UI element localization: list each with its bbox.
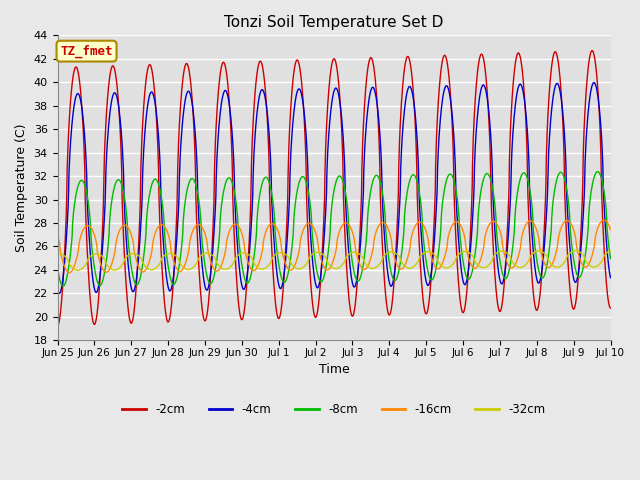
Legend: -2cm, -4cm, -8cm, -16cm, -32cm: -2cm, -4cm, -8cm, -16cm, -32cm <box>118 398 550 420</box>
-2cm <box>607 305 614 311</box>
-4cm <box>493 249 500 254</box>
-32cm <box>420 250 428 256</box>
-32cm <box>177 262 185 267</box>
-4cm <box>54 287 61 292</box>
-8cm <box>164 259 172 264</box>
-16cm <box>54 232 61 238</box>
-16cm <box>177 268 185 274</box>
-2cm <box>541 214 548 220</box>
-4cm <box>56 290 63 296</box>
-8cm <box>593 168 601 174</box>
-16cm <box>66 270 74 276</box>
-16cm <box>164 229 172 235</box>
-4cm <box>420 265 428 271</box>
-32cm <box>607 248 614 253</box>
-2cm <box>420 302 428 308</box>
-2cm <box>177 103 184 109</box>
-2cm <box>163 317 171 323</box>
-32cm <box>54 252 61 257</box>
-4cm <box>164 281 172 287</box>
-16cm <box>600 217 608 223</box>
Y-axis label: Soil Temperature (C): Soil Temperature (C) <box>15 123 28 252</box>
-32cm <box>493 251 500 256</box>
-32cm <box>239 250 246 256</box>
-4cm <box>177 141 185 147</box>
Title: Tonzi Soil Temperature Set D: Tonzi Soil Temperature Set D <box>225 15 444 30</box>
-4cm <box>607 275 614 280</box>
-8cm <box>239 267 246 273</box>
-4cm <box>541 232 549 238</box>
-2cm <box>588 48 596 53</box>
-16cm <box>239 233 246 239</box>
-16cm <box>420 224 428 229</box>
-8cm <box>607 256 614 262</box>
-16cm <box>493 220 500 226</box>
-2cm <box>54 323 61 328</box>
-32cm <box>74 267 82 273</box>
-8cm <box>541 270 549 276</box>
-8cm <box>54 265 61 271</box>
-32cm <box>164 251 172 257</box>
Line: -2cm: -2cm <box>58 50 611 325</box>
-2cm <box>492 286 500 292</box>
-8cm <box>493 226 500 232</box>
-16cm <box>541 262 549 267</box>
Line: -32cm: -32cm <box>58 251 611 270</box>
-4cm <box>590 80 598 85</box>
-2cm <box>239 316 246 322</box>
Line: -8cm: -8cm <box>58 171 611 286</box>
-16cm <box>607 227 614 232</box>
-32cm <box>572 248 579 253</box>
Line: -16cm: -16cm <box>58 220 611 273</box>
-8cm <box>420 243 428 249</box>
Line: -4cm: -4cm <box>58 83 611 293</box>
-8cm <box>177 251 185 256</box>
X-axis label: Time: Time <box>319 363 349 376</box>
-32cm <box>541 251 549 257</box>
-8cm <box>59 283 67 289</box>
Text: TZ_fmet: TZ_fmet <box>60 45 113 58</box>
-4cm <box>239 286 246 291</box>
